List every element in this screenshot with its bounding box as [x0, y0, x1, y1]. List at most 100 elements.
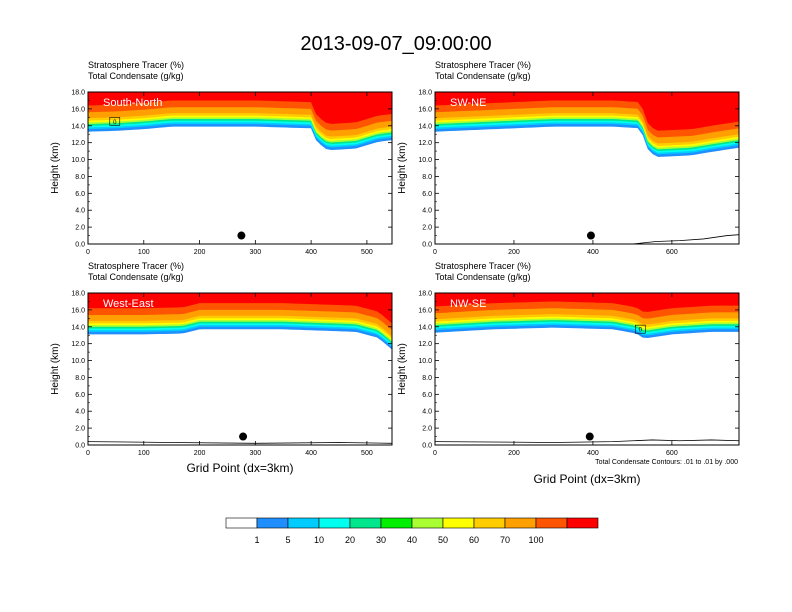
y-tick-label: 16.0: [418, 307, 432, 314]
y-tick-label: 14.0: [418, 324, 432, 331]
panel-var-title-1: Stratosphere Tracer (%): [88, 60, 184, 70]
figure-title: 2013-09-07_09:00:00: [300, 33, 491, 55]
y-tick-label: 4.0: [422, 208, 432, 215]
x-tick-label: 200: [194, 450, 206, 457]
colorbar-swatch: [411, 517, 444, 529]
location-marker: [237, 231, 246, 240]
x-tick-label: 0: [86, 249, 90, 256]
y-tick-label: 12.0: [71, 341, 85, 348]
y-tick-label: 10.0: [418, 358, 432, 365]
colorbar-label: 20: [345, 535, 355, 545]
x-tick-label: 0: [86, 450, 90, 457]
tracer-band-100: [88, 293, 392, 324]
panel-sw-ne: SW-NE Stratosphere Tracer (%)Total Conden…: [397, 60, 740, 256]
y-tick-label: 16.0: [71, 106, 85, 113]
colorbar-label: 30: [376, 535, 386, 545]
colorbar-label: 1: [254, 535, 259, 545]
panel-var-title-2: Total Condensate (g/kg): [435, 272, 531, 282]
colorbar-swatch: [256, 517, 289, 529]
y-tick-label: 18.0: [71, 291, 85, 298]
colorbar-label: 50: [438, 535, 448, 545]
x-tick-label: 400: [305, 249, 317, 256]
y-tick-label: 0.0: [422, 443, 432, 450]
x-axis-title-left: Grid Point (dx=3km): [186, 461, 293, 475]
y-tick-label: 2.0: [75, 225, 85, 232]
x-tick-label: 500: [361, 450, 373, 457]
colorbar-swatch: [318, 517, 351, 529]
y-tick-label: 8.0: [422, 174, 432, 181]
y-axis-title: Height (km): [50, 343, 61, 395]
panel-var-title-1: Stratosphere Tracer (%): [435, 60, 531, 70]
y-tick-label: 4.0: [75, 208, 85, 215]
panel-west-east: West-East Stratosphere Tracer (%)Total Co…: [50, 261, 393, 457]
colorbar-label: 70: [500, 535, 510, 545]
x-tick-label: 400: [587, 450, 599, 457]
panel-south-north: 0 South-North Stratosphere Tracer (%)Total…: [50, 60, 393, 256]
colorbar-label: 40: [407, 535, 417, 545]
y-tick-label: 4.0: [75, 409, 85, 416]
colorbar: 1 5 10 20 30 40 50 60 70 100: [225, 517, 599, 545]
location-marker: [239, 432, 248, 441]
y-tick-label: 8.0: [75, 174, 85, 181]
y-tick-label: 14.0: [71, 123, 85, 130]
tracer-band-100: [88, 92, 392, 124]
y-tick-label: 0.0: [75, 443, 85, 450]
terrain-line: [435, 234, 739, 244]
y-tick-label: 8.0: [75, 375, 85, 382]
y-tick-label: 10.0: [418, 157, 432, 164]
colorbar-swatch: [473, 517, 506, 529]
y-tick-label: 6.0: [422, 191, 432, 198]
colorbar-label: 5: [285, 535, 290, 545]
y-tick-label: 10.0: [71, 358, 85, 365]
colorbar-label: 10: [314, 535, 324, 545]
tracer-band-100: [435, 92, 739, 131]
x-tick-label: 200: [194, 249, 206, 256]
panel-var-title-2: Total Condensate (g/kg): [88, 71, 184, 81]
panel-var-title-2: Total Condensate (g/kg): [88, 272, 184, 282]
panel-var-title-1: Stratosphere Tracer (%): [435, 261, 531, 271]
plot-area: 0: [88, 92, 392, 244]
y-tick-label: 6.0: [75, 392, 85, 399]
location-marker: [585, 432, 594, 441]
colorbar-swatch: [287, 517, 320, 529]
y-tick-label: 14.0: [418, 123, 432, 130]
x-tick-label: 100: [138, 249, 150, 256]
contour-label: 0: [113, 120, 117, 126]
y-tick-label: 0.0: [422, 242, 432, 249]
x-tick-label: 200: [508, 249, 520, 256]
colorbar-swatch: [566, 517, 599, 529]
x-tick-label: 200: [508, 450, 520, 457]
y-tick-label: 2.0: [422, 225, 432, 232]
colorbar-swatch: [380, 517, 413, 529]
y-axis-title: Height (km): [397, 142, 408, 194]
plot-area: 0: [435, 293, 739, 445]
panel-label: West-East: [103, 298, 154, 310]
contour-label-box: [109, 117, 121, 126]
plot-area: [435, 92, 739, 244]
contour-label-box: [634, 324, 646, 334]
colorbar-swatch: [504, 517, 537, 529]
colorbar-swatch: [535, 517, 568, 529]
x-tick-label: 500: [361, 249, 373, 256]
x-tick-label: 300: [249, 249, 261, 256]
plot-area: [88, 293, 392, 445]
panel-label: SW-NE: [450, 97, 486, 109]
y-tick-label: 16.0: [71, 307, 85, 314]
y-tick-label: 0.0: [75, 242, 85, 249]
y-tick-label: 8.0: [422, 375, 432, 382]
panel-var-title-2: Total Condensate (g/kg): [435, 71, 531, 81]
contour-label: 0: [639, 328, 643, 334]
x-tick-label: 100: [138, 450, 150, 457]
tracer-band-100: [435, 293, 739, 312]
x-tick-label: 600: [666, 450, 678, 457]
y-tick-label: 6.0: [422, 392, 432, 399]
x-tick-label: 300: [249, 450, 261, 457]
colorbar-swatch: [349, 517, 382, 529]
panel-nw-se: 0 NW-SE Stratosphere Tracer (%)Total Conde…: [397, 261, 740, 457]
y-tick-label: 4.0: [422, 409, 432, 416]
y-tick-label: 2.0: [422, 426, 432, 433]
colorbar-label: 60: [469, 535, 479, 545]
y-tick-label: 10.0: [71, 157, 85, 164]
x-axis-title-right: Grid Point (dx=3km): [533, 472, 640, 486]
